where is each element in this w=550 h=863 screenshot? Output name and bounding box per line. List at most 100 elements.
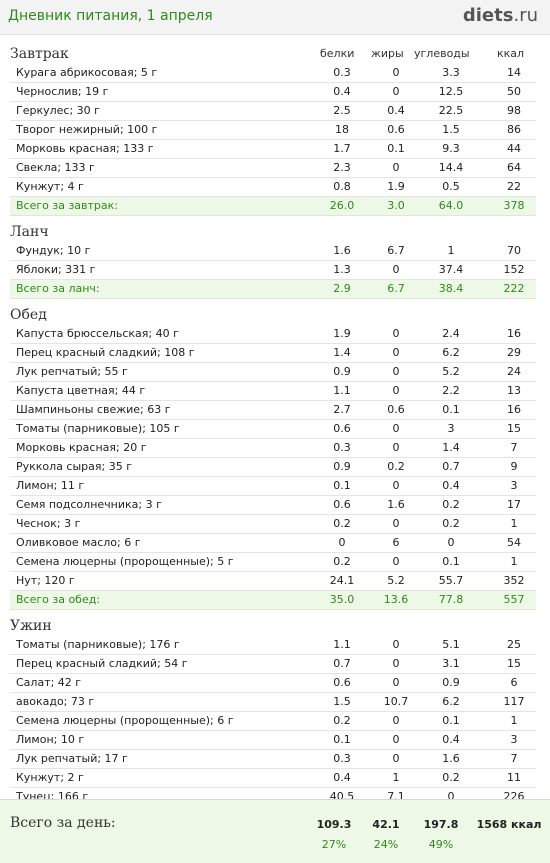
day-total-protein: 109.3 [316,818,352,831]
fat-value: 0 [392,479,400,492]
food-name: Курага абрикосовая; 5 г [16,66,158,79]
column-header-protein: белки [320,47,355,60]
food-name: Кунжут; 2 г [16,771,84,784]
kcal-value: 11 [507,771,521,784]
food-row[interactable]: Чернослив; 19 г 0.4 0 12.5 50 [10,83,536,102]
food-row[interactable]: Перец красный сладкий; 54 г 0.7 0 3.1 15 [10,655,536,674]
food-row[interactable]: Капуста цветная; 44 г 1.1 0 2.2 13 [10,382,536,401]
fat-value: 0 [392,384,400,397]
meal-section: Завтрак Курага абрикосовая; 5 г 0.3 0 3.3 14 Ч… [0,44,550,222]
food-row[interactable]: Нут; 120 г 24.1 5.2 55.7 352 [10,572,536,591]
carbs-value: 1.4 [442,441,460,454]
food-row[interactable]: Семена люцерны (пророщенные); 6 г 0.2 0 0.1… [10,712,536,731]
column-header-carbs: углеводы [414,47,470,60]
kcal-value: 50 [507,85,521,98]
food-row[interactable]: Руккола сырая; 35 г 0.9 0.2 0.7 9 [10,458,536,477]
food-row[interactable]: Оливковое масло; 6 г 0 6 0 54 [10,534,536,553]
kcal-value: 9 [510,460,518,473]
food-name: Капуста цветная; 44 г [16,384,146,397]
food-row[interactable]: Творог нежирный; 100 г 18 0.6 1.5 86 [10,121,536,140]
protein-value: 0.8 [333,180,351,193]
food-row[interactable]: Геркулес; 30 г 2.5 0.4 22.5 98 [10,102,536,121]
day-total-label: Всего за день: [10,815,116,831]
carbs-value: 0.4 [442,479,460,492]
food-row[interactable]: Морковь красная; 133 г 1.7 0.1 9.3 44 [10,140,536,159]
food-name: Нут; 120 г [16,574,75,587]
total-carbs-value: 38.4 [438,282,464,295]
food-row[interactable]: Перец красный сладкий; 108 г 1.4 0 6.2 29 [10,344,536,363]
carbs-value: 0.1 [442,555,460,568]
carbs-value: 22.5 [438,104,464,117]
food-row[interactable]: Лук репчатый; 55 г 0.9 0 5.2 24 [10,363,536,382]
carbs-value: 5.1 [442,638,460,651]
food-row[interactable]: Лимон; 10 г 0.1 0 0.4 3 [10,731,536,750]
meal-title: Ланч [10,224,49,240]
food-row[interactable]: Салат; 42 г 0.6 0 0.9 6 [10,674,536,693]
fat-value: 0 [392,517,400,530]
food-row[interactable]: Лук репчатый; 17 г 0.3 0 1.6 7 [10,750,536,769]
food-row[interactable]: Шампиньоны свежие; 63 г 2.7 0.6 0.1 16 [10,401,536,420]
meal-section: Ланч Фундук; 10 г 1.6 6.7 1 70 Яблоки; 331 г 1.… [0,222,550,305]
protein-value: 0.2 [333,555,351,568]
food-row[interactable]: Капуста брюссельская; 40 г 1.9 0 2.4 16 [10,325,536,344]
fat-value: 1 [392,771,400,784]
food-row[interactable]: авокадо; 73 г 1.5 10.7 6.2 117 [10,693,536,712]
food-row[interactable]: Томаты (парниковые); 176 г 1.1 0 5.1 25 [10,636,536,655]
fat-value: 0 [392,676,400,689]
protein-value: 0.6 [333,422,351,435]
protein-value: 2.5 [333,104,351,117]
fat-value: 0 [392,263,400,276]
carbs-value: 14.4 [438,161,464,174]
food-row[interactable]: Кунжут; 2 г 0.4 1 0.2 11 [10,769,536,788]
protein-value: 0.7 [333,657,351,670]
carbs-value: 0 [447,790,455,803]
fat-value: 0.4 [387,104,405,117]
meal-total-row: Всего за ланч: 2.9 6.7 38.4 222 [10,280,536,299]
kcal-value: 54 [507,536,521,549]
meal-total-row: Всего за обед: 35.0 13.6 77.8 557 [10,591,536,610]
food-row[interactable]: Чеснок; 3 г 0.2 0 0.2 1 [10,515,536,534]
protein-value: 1.5 [333,695,351,708]
food-name: Семя подсолнечника; 3 г [16,498,162,511]
protein-value: 0.4 [333,771,351,784]
kcal-value: 25 [507,638,521,651]
kcal-value: 15 [507,422,521,435]
fat-value: 0 [392,714,400,727]
kcal-value: 352 [503,574,525,587]
site-logo[interactable]: diets.ru [463,5,538,26]
protein-value: 0.9 [333,460,351,473]
meal-section: Обед Капуста брюссельская; 40 г 1.9 0 2.4 16 П… [0,305,550,616]
food-row[interactable]: Морковь красная; 20 г 0.3 0 1.4 7 [10,439,536,458]
food-row[interactable]: Фундук; 10 г 1.6 6.7 1 70 [10,242,536,261]
protein-value: 0.3 [333,752,351,765]
logo-main: diets [462,5,514,26]
fat-value: 0 [392,422,400,435]
total-kcal-value: 378 [503,199,525,212]
kcal-value: 17 [507,498,521,511]
column-header-kcal: ккал [497,47,525,60]
food-row[interactable]: Семя подсолнечника; 3 г 0.6 1.6 0.2 17 [10,496,536,515]
carbs-value: 0.2 [442,517,460,530]
meal-title: Ужин [10,618,52,634]
food-row[interactable]: Яблоки; 331 г 1.3 0 37.4 152 [10,261,536,280]
food-row[interactable]: Курага абрикосовая; 5 г 0.3 0 3.3 14 [10,64,536,83]
fat-value: 1.6 [387,498,405,511]
food-row[interactable]: Кунжут; 4 г 0.8 1.9 0.5 22 [10,178,536,197]
logo-dot: . [513,5,520,26]
protein-value: 1.7 [333,142,351,155]
food-row[interactable]: Томаты (парниковые); 105 г 0.6 0 3 15 [10,420,536,439]
fat-value: 0 [392,638,400,651]
food-row[interactable]: Лимон; 11 г 0.1 0 0.4 3 [10,477,536,496]
fat-value: 0 [392,752,400,765]
food-row[interactable]: Семена люцерны (пророщенные); 5 г 0.2 0 0.1… [10,553,536,572]
kcal-value: 14 [507,66,521,79]
fat-value: 0 [392,161,400,174]
food-name: Капуста брюссельская; 40 г [16,327,179,340]
food-name: Яблоки; 331 г [16,263,96,276]
kcal-value: 1 [510,517,518,530]
meal-title: Завтрак [10,46,69,62]
carbs-value: 2.4 [442,327,460,340]
food-row[interactable]: Свекла; 133 г 2.3 0 14.4 64 [10,159,536,178]
total-kcal-value: 222 [503,282,525,295]
food-name: Перец красный сладкий; 54 г [16,657,188,670]
